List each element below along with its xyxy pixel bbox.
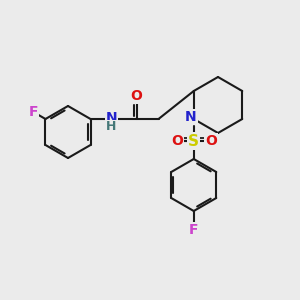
Text: S: S bbox=[188, 134, 199, 148]
Text: F: F bbox=[189, 223, 199, 237]
Text: H: H bbox=[106, 121, 117, 134]
Text: N: N bbox=[106, 111, 117, 125]
Text: O: O bbox=[130, 89, 142, 103]
Text: O: O bbox=[171, 134, 183, 148]
Text: O: O bbox=[205, 134, 217, 148]
Text: N: N bbox=[185, 110, 197, 124]
Text: F: F bbox=[28, 105, 38, 119]
